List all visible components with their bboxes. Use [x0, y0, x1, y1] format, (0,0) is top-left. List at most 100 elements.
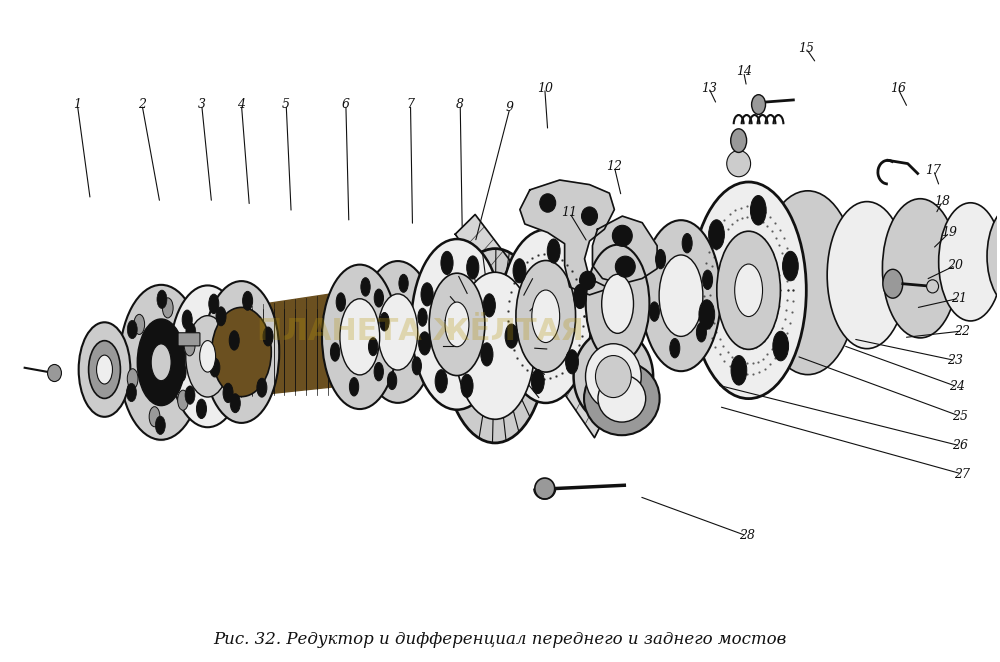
- Polygon shape: [360, 284, 423, 379]
- Text: 26: 26: [952, 440, 968, 452]
- Text: 25: 25: [952, 410, 968, 423]
- Ellipse shape: [178, 390, 188, 410]
- Ellipse shape: [340, 299, 380, 375]
- Ellipse shape: [727, 150, 751, 177]
- Text: 18: 18: [935, 195, 951, 207]
- Ellipse shape: [216, 307, 226, 326]
- Ellipse shape: [137, 319, 185, 406]
- Ellipse shape: [257, 378, 267, 397]
- Ellipse shape: [461, 374, 473, 397]
- Ellipse shape: [483, 294, 495, 317]
- FancyBboxPatch shape: [178, 333, 200, 346]
- Text: 1: 1: [73, 98, 81, 111]
- Ellipse shape: [435, 369, 447, 393]
- Ellipse shape: [566, 350, 578, 374]
- Ellipse shape: [731, 129, 747, 152]
- Text: 13: 13: [701, 81, 717, 95]
- Ellipse shape: [883, 269, 903, 298]
- Text: Рис. 32. Редуктор и дифференциал переднего и заднего мостов: Рис. 32. Редуктор и дифференциал передне…: [213, 631, 787, 648]
- Polygon shape: [241, 292, 360, 395]
- Text: 5: 5: [282, 98, 290, 111]
- Text: 3: 3: [198, 98, 206, 111]
- Ellipse shape: [927, 280, 939, 293]
- Text: 14: 14: [736, 65, 752, 78]
- Ellipse shape: [134, 314, 145, 334]
- Text: 17: 17: [926, 164, 942, 177]
- Text: 21: 21: [951, 292, 967, 305]
- Ellipse shape: [827, 202, 907, 349]
- Ellipse shape: [574, 285, 586, 308]
- Text: 22: 22: [954, 324, 970, 338]
- Ellipse shape: [467, 256, 479, 279]
- Ellipse shape: [380, 312, 389, 331]
- Text: 27: 27: [954, 467, 970, 481]
- Ellipse shape: [987, 205, 1000, 307]
- Ellipse shape: [513, 259, 526, 283]
- Ellipse shape: [773, 331, 789, 361]
- Ellipse shape: [209, 294, 219, 314]
- Ellipse shape: [368, 338, 378, 355]
- Ellipse shape: [418, 308, 427, 326]
- Ellipse shape: [481, 343, 493, 366]
- Ellipse shape: [200, 340, 216, 372]
- Ellipse shape: [263, 327, 273, 346]
- Polygon shape: [156, 285, 164, 440]
- Ellipse shape: [170, 285, 245, 427]
- Text: 11: 11: [562, 207, 578, 219]
- Text: 19: 19: [941, 226, 957, 239]
- Ellipse shape: [119, 285, 203, 440]
- Ellipse shape: [939, 203, 1000, 321]
- Text: 8: 8: [456, 98, 464, 111]
- Polygon shape: [241, 289, 360, 397]
- Ellipse shape: [500, 230, 591, 403]
- Ellipse shape: [731, 355, 747, 385]
- Text: 12: 12: [606, 160, 622, 173]
- Ellipse shape: [126, 383, 136, 402]
- Ellipse shape: [230, 394, 240, 412]
- Ellipse shape: [196, 399, 206, 418]
- Ellipse shape: [752, 95, 766, 115]
- Ellipse shape: [186, 316, 230, 397]
- Ellipse shape: [374, 289, 384, 307]
- Ellipse shape: [48, 365, 61, 381]
- Polygon shape: [520, 180, 614, 295]
- Ellipse shape: [361, 277, 370, 296]
- Ellipse shape: [443, 249, 547, 443]
- Ellipse shape: [243, 291, 253, 310]
- Ellipse shape: [445, 302, 469, 347]
- Ellipse shape: [455, 272, 535, 419]
- Ellipse shape: [641, 220, 721, 371]
- Ellipse shape: [531, 369, 544, 394]
- Ellipse shape: [750, 195, 766, 225]
- Ellipse shape: [574, 329, 653, 424]
- Ellipse shape: [441, 252, 453, 275]
- Ellipse shape: [330, 343, 340, 361]
- Ellipse shape: [330, 289, 390, 384]
- Ellipse shape: [682, 234, 692, 253]
- Ellipse shape: [580, 271, 595, 290]
- Ellipse shape: [421, 283, 433, 306]
- Ellipse shape: [535, 478, 555, 499]
- Ellipse shape: [419, 332, 431, 355]
- Text: 4: 4: [237, 98, 245, 111]
- Ellipse shape: [212, 307, 271, 397]
- Ellipse shape: [149, 406, 160, 427]
- Text: 10: 10: [537, 81, 553, 95]
- Ellipse shape: [127, 369, 138, 389]
- Ellipse shape: [412, 357, 421, 375]
- Ellipse shape: [584, 361, 660, 435]
- Ellipse shape: [162, 298, 173, 318]
- Ellipse shape: [360, 261, 436, 403]
- Ellipse shape: [223, 383, 233, 402]
- Ellipse shape: [649, 302, 659, 321]
- Polygon shape: [455, 214, 614, 438]
- Ellipse shape: [696, 322, 706, 342]
- Ellipse shape: [586, 344, 641, 409]
- Polygon shape: [592, 216, 657, 284]
- Ellipse shape: [176, 363, 186, 382]
- Ellipse shape: [79, 322, 130, 417]
- Ellipse shape: [349, 377, 359, 396]
- Ellipse shape: [229, 331, 239, 350]
- Ellipse shape: [378, 294, 418, 370]
- Ellipse shape: [222, 314, 261, 390]
